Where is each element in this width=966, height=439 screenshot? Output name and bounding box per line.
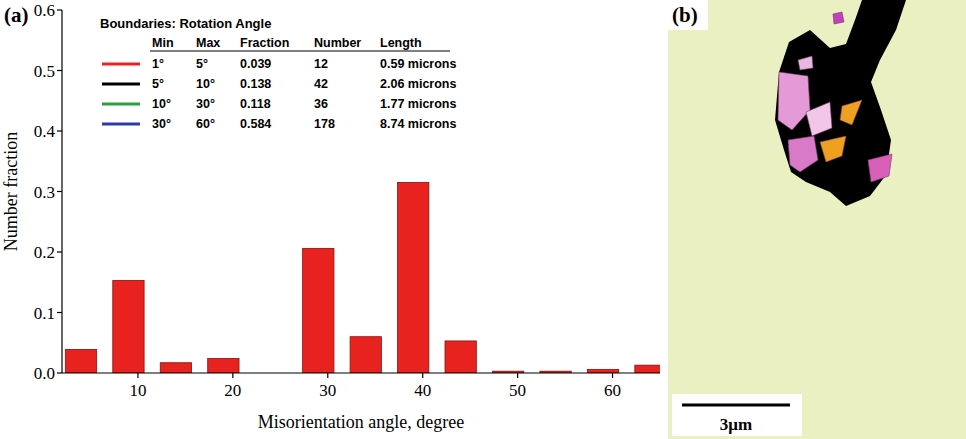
- y-tick: [57, 70, 62, 71]
- x-tick-label: 10: [129, 381, 146, 400]
- y-tick-label: 0.5: [34, 62, 55, 81]
- table-cell: 30°: [196, 97, 215, 111]
- bar: [65, 349, 96, 373]
- table-swatch: [102, 123, 140, 126]
- table-swatch: [102, 83, 140, 86]
- bars: [65, 182, 660, 373]
- table-cell: 60°: [196, 117, 215, 131]
- x-tick: [517, 373, 518, 378]
- table-cell: 42: [314, 77, 328, 91]
- x-tick-label: 20: [224, 381, 241, 400]
- bar: [208, 358, 239, 373]
- table-cell: 0.039: [240, 57, 271, 71]
- table-cell: 10°: [152, 97, 171, 111]
- bar: [398, 182, 429, 373]
- table-header: Length: [380, 36, 422, 50]
- table-cell: 30°: [152, 117, 171, 131]
- table-cell: 0.584: [240, 117, 271, 131]
- table-cell: 10°: [196, 77, 215, 91]
- y-tick-label: 0.3: [34, 183, 55, 202]
- x-tick: [137, 373, 138, 378]
- grain-pink: [806, 102, 832, 136]
- grain-pink: [778, 72, 810, 130]
- y-tick: [57, 372, 62, 373]
- table-swatch: [102, 103, 140, 106]
- figure: (a) 0.0 0.1 0.2 0.3 0.4 0.5 0.6 10 20 30 40 50 60 Miso…: [0, 0, 966, 439]
- y-tick-label: 0.4: [34, 122, 56, 141]
- y-tick: [57, 130, 62, 131]
- grain-pink: [788, 136, 818, 172]
- y-tick-label: 0.2: [34, 243, 55, 262]
- grain-pink: [798, 56, 813, 70]
- bar: [635, 365, 660, 373]
- grain-magenta: [833, 12, 844, 24]
- table-header: Fraction: [240, 36, 289, 50]
- table-swatch: [102, 63, 140, 66]
- x-tick-label: 40: [414, 381, 431, 400]
- panel-label: (a): [4, 3, 29, 27]
- table-header: Min: [152, 36, 174, 50]
- x-tick: [422, 373, 423, 378]
- table-header: Max: [196, 36, 220, 50]
- bar: [160, 363, 191, 373]
- table-cell: 12: [314, 57, 328, 71]
- scale-box: [672, 394, 802, 436]
- x-axis-title: Misorientation angle, degree: [258, 412, 464, 432]
- table-cell: 36: [314, 97, 328, 111]
- table-cell: 2.06 microns: [380, 77, 456, 91]
- y-tick-label: 0.6: [34, 1, 55, 20]
- table-cell: 1.77 microns: [380, 97, 456, 111]
- scale-label: 3μm: [720, 415, 752, 434]
- y-tick-label: 0.0: [34, 364, 55, 383]
- table-cell: 0.59 microns: [380, 57, 456, 71]
- y-tick: [57, 191, 62, 192]
- grain-dark: [775, 0, 906, 206]
- x-tick: [327, 373, 328, 378]
- table-header: Number: [314, 36, 361, 50]
- table-cell: 1°: [152, 57, 164, 71]
- grain-pink: [868, 154, 892, 182]
- x-tick: [232, 373, 233, 378]
- table-title: Boundaries: Rotation Angle: [100, 16, 271, 31]
- bar: [350, 337, 381, 373]
- table-cell: 0.138: [240, 77, 271, 91]
- x-tick-label: 50: [509, 381, 526, 400]
- table-rule: [150, 51, 450, 52]
- table-cell: 8.74 microns: [380, 117, 456, 131]
- bar: [445, 341, 476, 373]
- y-tick: [57, 312, 62, 313]
- label-patch: [668, 0, 708, 30]
- y-tick-label: 0.1: [34, 304, 55, 323]
- panel-label: (b): [672, 3, 698, 27]
- table-cell: 0.118: [240, 97, 271, 111]
- grain-orange: [840, 100, 862, 125]
- y-tick: [57, 251, 62, 252]
- bar: [303, 248, 334, 373]
- x-tick: [612, 373, 613, 378]
- table-cell: 5°: [152, 77, 164, 91]
- y-axis-title: Number fraction: [1, 132, 21, 251]
- grain-orange: [820, 136, 846, 162]
- table-cell: 178: [314, 117, 335, 131]
- y-tick: [57, 9, 62, 10]
- legend-table: Boundaries: Rotation Angle Min Max Fraction…: [100, 16, 456, 131]
- micrograph: [668, 0, 966, 439]
- x-tick-label: 30: [319, 381, 336, 400]
- scale-bar: [682, 404, 790, 407]
- x-tick-label: 60: [604, 381, 621, 400]
- x-axis: [62, 372, 660, 373]
- matrix: [668, 0, 966, 439]
- table-cell: 5°: [196, 57, 208, 71]
- bar: [113, 280, 144, 373]
